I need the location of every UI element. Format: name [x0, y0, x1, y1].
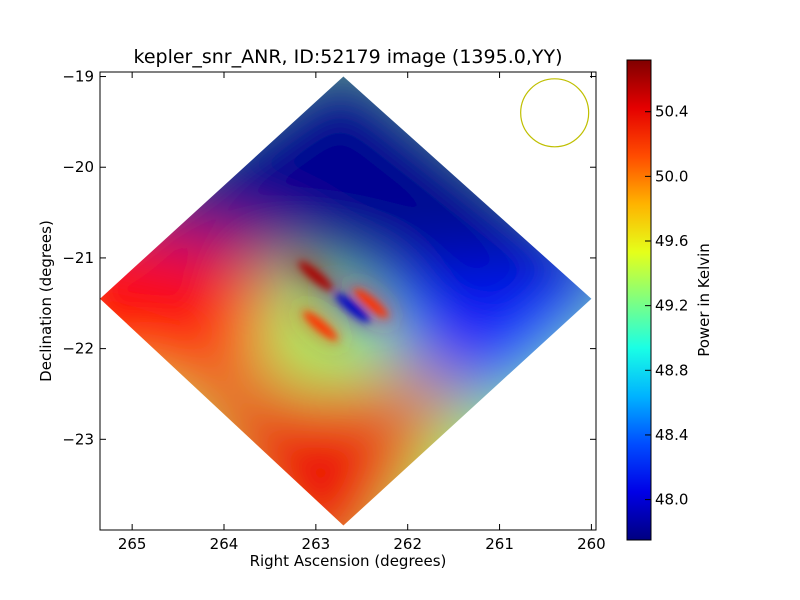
x-axis-ticks: 265 264 263 262 261 260: [118, 72, 606, 553]
field-region-south: [173, 375, 464, 526]
x-tick-label: 264: [210, 535, 239, 553]
y-tick-label: −22: [62, 340, 94, 358]
field-region-west: [100, 208, 285, 389]
x-tick-label: 261: [485, 535, 514, 553]
x-tick-label: 263: [302, 535, 331, 553]
y-tick-label: −21: [62, 249, 94, 267]
feature-core-1: [303, 311, 338, 341]
y-axis-ticks: −19 −20 −21 −22 −23: [62, 68, 596, 448]
colorbar-tick-label: 48.4: [655, 426, 688, 444]
field-region-north: [100, 76, 592, 290]
feature-core-2: [353, 288, 389, 318]
colorbar-tick-label: 50.0: [655, 167, 688, 185]
colorbar-label: Power in Kelvin: [695, 243, 713, 357]
heatmap-features: [292, 255, 395, 347]
plot-frame: [99, 71, 597, 531]
y-tick-label: −23: [62, 430, 94, 448]
feature-core-0: [298, 261, 334, 291]
colorbar-tick-label: 49.6: [655, 232, 688, 250]
x-tick-label: 265: [118, 535, 147, 553]
beam-circle: [520, 78, 590, 148]
y-axis-label: Declination (degrees): [37, 220, 55, 382]
x-tick-label: 260: [577, 535, 606, 553]
y-tick-label: −19: [62, 68, 94, 86]
chart-title: kepler_snr_ANR, ID:52179 image (1395.0,Y…: [134, 46, 563, 68]
colorbar-tick-label: 48.8: [655, 361, 688, 379]
feature-core-3: [335, 293, 370, 323]
x-tick-label: 262: [393, 535, 422, 553]
y-tick-label: −20: [62, 158, 94, 176]
colorbar: [626, 59, 652, 541]
colorbar-tick-label: 50.4: [655, 103, 688, 121]
colorbar-tick-label: 48.0: [655, 491, 688, 509]
colorbar-tick-label: 49.2: [655, 297, 688, 315]
colorbar-ticks: 48.0 48.4 48.8 49.2 49.6 50.0 50.4: [645, 103, 688, 509]
x-axis-label: Right Ascension (degrees): [250, 552, 447, 570]
